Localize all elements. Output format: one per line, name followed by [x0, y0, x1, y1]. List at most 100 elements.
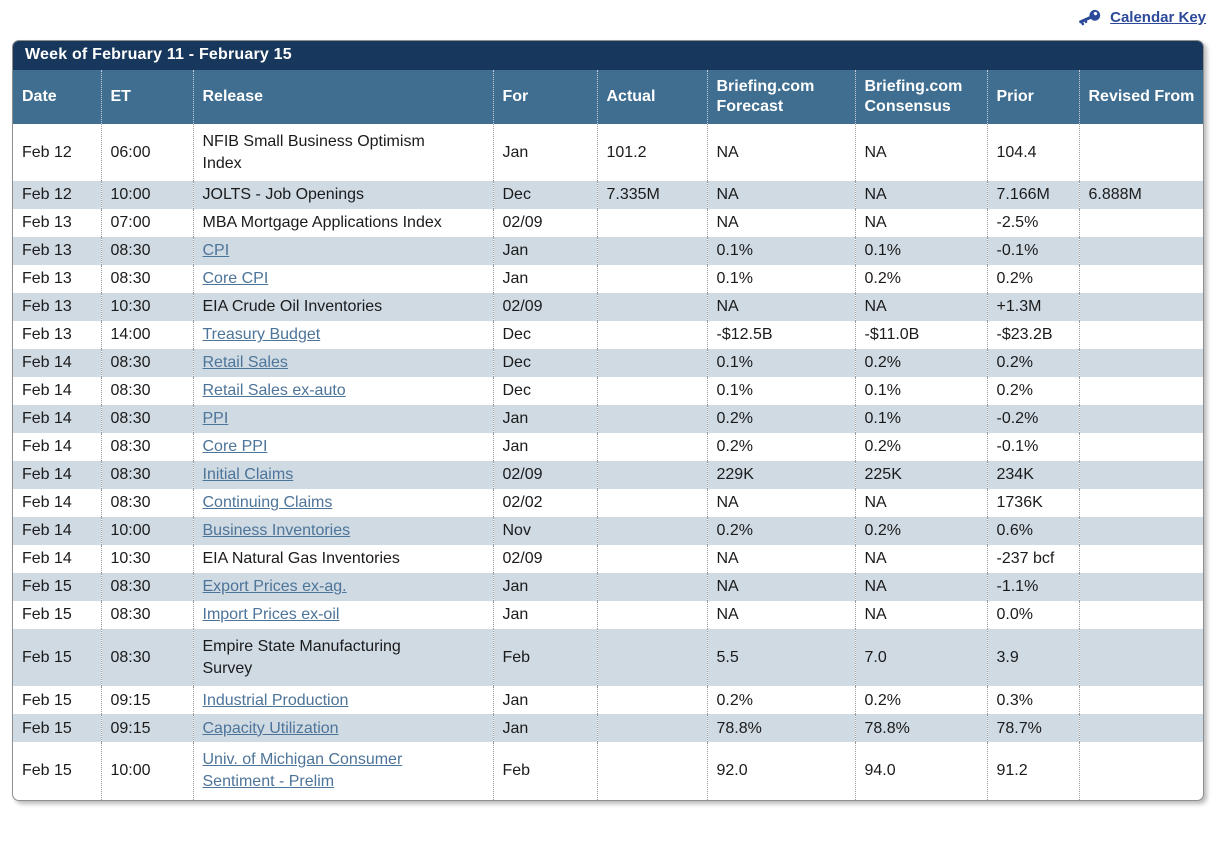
cell-for: 02/09 — [492, 209, 597, 238]
cell-briefing-forecast: NA — [706, 489, 855, 518]
cell-for: Jan — [492, 601, 597, 630]
cell-prior: 0.3% — [986, 686, 1079, 715]
cell-briefing-consensus: 0.1% — [854, 237, 987, 266]
cell-date: Feb 15 — [22, 606, 72, 624]
cell-revised-from — [1078, 714, 1203, 743]
cell-briefing-forecast: NA — [706, 601, 855, 630]
cell-briefing-consensus: 94.0 — [854, 742, 987, 800]
cell-date: Feb 14 — [22, 438, 72, 456]
cell-for: Dec — [492, 321, 597, 350]
release-link[interactable]: Retail Sales ex-auto — [202, 382, 346, 400]
cell-et: 08:30 — [100, 349, 193, 378]
calendar-key-label: Calendar Key — [1110, 9, 1206, 26]
cell-et: 08:30 — [100, 405, 193, 434]
calendar-row: Feb 15 10:00 Univ. of Michigan Consumer Se… — [13, 742, 1203, 800]
release-text: EIA Crude Oil Inventories — [202, 298, 383, 316]
cell-revised-from — [1078, 573, 1203, 602]
release-link[interactable]: Capacity Utilization — [202, 719, 339, 737]
cell-briefing-forecast: NA — [706, 293, 855, 322]
cell-briefing-consensus: 7.0 — [854, 629, 987, 687]
cell-for: Feb — [492, 742, 597, 800]
calendar-row: Feb 14 10:00 Business Inventories Nov 0.2% 0.… — [13, 517, 1203, 546]
cell-briefing-forecast: 0.1% — [706, 349, 855, 378]
calendar-row: Feb 14 08:30 PPI Jan 0.2% 0.1% -0.2% — [13, 405, 1203, 434]
cell-for: Jan — [492, 124, 597, 182]
release-link[interactable]: Industrial Production — [202, 691, 349, 709]
release-link[interactable]: CPI — [202, 242, 230, 260]
cell-briefing-consensus: 0.2% — [854, 517, 987, 546]
cell-actual — [596, 349, 707, 378]
cell-release: Initial Claims — [192, 461, 493, 490]
release-link[interactable]: Univ. of Michigan Consumer Sentiment - P… — [202, 751, 403, 790]
release-link[interactable]: Business Inventories — [202, 522, 351, 540]
cell-release: Import Prices ex-oil — [192, 601, 493, 630]
cell-briefing-consensus: NA — [854, 181, 987, 210]
cell-briefing-consensus: NA — [854, 293, 987, 322]
cell-release: Industrial Production — [192, 686, 493, 715]
cell-actual: 7.335M — [596, 181, 707, 210]
cell-release: Continuing Claims — [192, 489, 493, 518]
cell-prior: 234K — [986, 461, 1079, 490]
calendar-key-link[interactable]: Calendar Key — [1077, 8, 1206, 27]
cell-revised-from: 6.888M — [1078, 181, 1203, 210]
cell-actual — [596, 237, 707, 266]
cell-actual — [596, 742, 707, 800]
cell-prior: 0.0% — [986, 601, 1079, 630]
release-link[interactable]: Continuing Claims — [202, 494, 333, 512]
release-link[interactable]: Treasury Budget — [202, 326, 321, 344]
cell-release: Retail Sales ex-auto — [192, 377, 493, 406]
cell-for: Jan — [492, 433, 597, 462]
cell-actual — [596, 629, 707, 687]
column-header-briefing-consensus: Briefing.com Consensus — [854, 70, 987, 124]
release-link[interactable]: PPI — [202, 410, 229, 428]
cell-revised-from — [1078, 349, 1203, 378]
calendar-rows: Feb 12 06:00 NFIB Small Business Optimism … — [13, 124, 1203, 800]
cell-briefing-forecast: 0.2% — [706, 433, 855, 462]
cell-et: 08:30 — [100, 601, 193, 630]
column-header-actual: Actual — [596, 70, 707, 124]
cell-briefing-consensus: 0.1% — [854, 405, 987, 434]
release-link[interactable]: Retail Sales — [202, 354, 288, 372]
cell-et: 08:30 — [100, 433, 193, 462]
cell-date: Feb 13 — [22, 242, 72, 260]
cell-briefing-consensus: 0.1% — [854, 377, 987, 406]
calendar-row: Feb 14 08:30 Retail Sales ex-auto Dec 0.1% 0.… — [13, 377, 1203, 406]
calendar-row: Feb 13 08:30 CPI Jan 0.1% 0.1% -0.1% — [13, 237, 1203, 266]
cell-actual — [596, 545, 707, 574]
cell-release: Export Prices ex-ag. — [192, 573, 493, 602]
cell-release: CPI — [192, 237, 493, 266]
cell-release: Treasury Budget — [192, 321, 493, 350]
calendar-row: Feb 14 08:30 Continuing Claims 02/02 NA NA 173… — [13, 489, 1203, 518]
release-link[interactable]: Core CPI — [202, 270, 269, 288]
cell-revised-from — [1078, 742, 1203, 800]
cell-date: Feb 13 — [22, 326, 72, 344]
header-row: Date ET Release For Actual Briefing.com … — [13, 70, 1203, 124]
calendar-table: Date ET Release For Actual Briefing.com … — [13, 70, 1203, 800]
cell-actual — [596, 433, 707, 462]
release-link[interactable]: Export Prices ex-ag. — [202, 578, 347, 596]
release-link[interactable]: Import Prices ex-oil — [202, 606, 340, 624]
cell-briefing-forecast: 0.1% — [706, 265, 855, 294]
cell-date: Feb 15 — [22, 762, 72, 780]
cell-revised-from — [1078, 209, 1203, 238]
cell-briefing-forecast: 92.0 — [706, 742, 855, 800]
cell-et: 08:30 — [100, 573, 193, 602]
column-header-for: For — [492, 70, 597, 124]
cell-prior: 0.2% — [986, 265, 1079, 294]
cell-for: 02/09 — [492, 545, 597, 574]
cell-briefing-forecast: 78.8% — [706, 714, 855, 743]
column-header-prior: Prior — [986, 70, 1079, 124]
cell-for: Feb — [492, 629, 597, 687]
cell-actual — [596, 405, 707, 434]
cell-et: 08:30 — [100, 461, 193, 490]
cell-for: 02/09 — [492, 293, 597, 322]
cell-prior: 0.2% — [986, 349, 1079, 378]
cell-revised-from — [1078, 601, 1203, 630]
calendar-row: Feb 14 10:30 EIA Natural Gas Inventories 02… — [13, 545, 1203, 574]
release-link[interactable]: Initial Claims — [202, 466, 294, 484]
release-link[interactable]: Core PPI — [202, 438, 268, 456]
cell-et: 08:30 — [100, 237, 193, 266]
cell-release: Retail Sales — [192, 349, 493, 378]
cell-actual — [596, 686, 707, 715]
cell-release: Business Inventories — [192, 517, 493, 546]
